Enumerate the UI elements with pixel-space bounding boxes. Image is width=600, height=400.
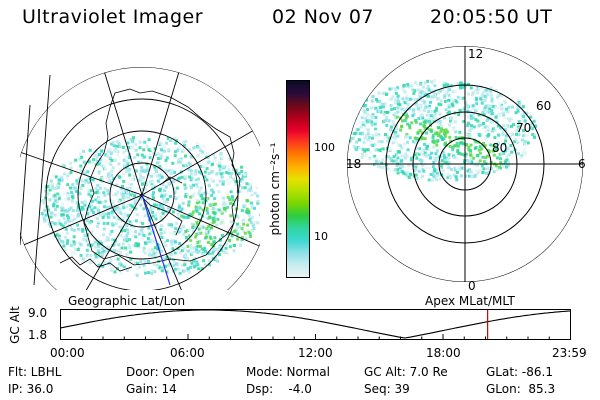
mlat-label-60: 60 — [536, 99, 551, 113]
seq-info: Seq: 39 — [364, 382, 410, 396]
colorbar — [286, 80, 310, 278]
left-map-caption: Geographic Lat/Lon — [68, 294, 186, 308]
mlat-label-70: 70 — [516, 121, 531, 135]
mode-info: Mode: Normal — [246, 365, 330, 379]
colorbar-tick-10: 10 — [314, 230, 328, 243]
mlt-label-0: 0 — [468, 279, 476, 293]
aurora-emission — [348, 79, 538, 182]
instrument-title: Ultraviolet Imager — [22, 6, 204, 28]
colorbar-tick-100: 100 — [314, 141, 335, 154]
altitude-xtick-1: 06:00 — [170, 346, 205, 360]
filter-info: Flt: LBHL — [8, 365, 62, 379]
glat-info: GLat: -86.1 — [486, 365, 553, 379]
time-label: 20:05:50 UT — [430, 6, 553, 28]
dsp-info: Dsp: -4.0 — [246, 382, 312, 396]
altitude-xtick-2: 12:00 — [298, 346, 333, 360]
date-label: 02 Nov 07 — [272, 6, 375, 28]
altitude-ytick-top: 9.0 — [28, 306, 48, 320]
altitude-plot — [60, 309, 571, 340]
geographic-map — [20, 67, 260, 290]
gain-info: Gain: 14 — [126, 382, 177, 396]
altitude-xtick-3: 18:00 — [426, 346, 461, 360]
altitude-ytick-bottom: 1.8 — [28, 328, 48, 342]
altitude-curve — [60, 309, 571, 339]
gc-alt-info: GC Alt: 7.0 Re — [364, 365, 448, 379]
mlt-label-12: 12 — [468, 47, 483, 61]
right-map-caption: Apex MLat/MLT — [425, 294, 515, 308]
glon-info: GLon: 85.3 — [486, 382, 556, 396]
subsatellite-track — [141, 194, 171, 286]
altitude-xtick-4: 23:59 — [552, 346, 587, 360]
altitude-ylabel: GC Alt — [8, 306, 22, 344]
door-info: Door: Open — [126, 365, 195, 379]
aurora-emission — [40, 136, 260, 277]
magnetic-map: 12 6 0 18 60 70 80 — [346, 46, 586, 293]
mlat-label-80: 80 — [492, 141, 507, 155]
ip-info: IP: 36.0 — [8, 382, 54, 396]
altitude-xtick-0: 00:00 — [50, 346, 85, 360]
mlt-label-6: 6 — [578, 157, 586, 171]
colorbar-unit-label: photon cm⁻²s⁻¹ — [268, 142, 282, 236]
mlt-label-18: 18 — [346, 157, 361, 171]
